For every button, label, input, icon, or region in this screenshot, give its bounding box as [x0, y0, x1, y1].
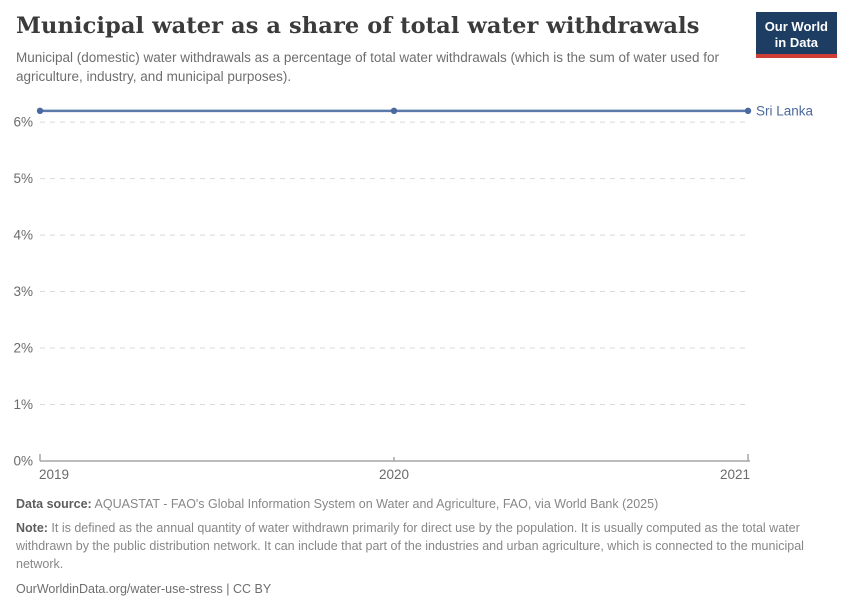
y-tick-label: 5%: [13, 171, 33, 186]
note-text: It is defined as the annual quantity of …: [16, 521, 804, 572]
y-tick-label: 1%: [13, 397, 33, 412]
note-label: Note:: [16, 521, 48, 536]
y-tick-label: 0%: [13, 454, 33, 469]
divider: |: [222, 581, 233, 596]
chart-canvas[interactable]: 0% 1% 2% 3% 4% 5% 6% 2019 2020 2021 Sri Lanka: [0, 95, 850, 495]
x-tick-label: 2021: [720, 467, 750, 482]
y-tick-label: 6%: [13, 115, 33, 130]
chart-subtitle: Municipal (domestic) water withdrawals a…: [16, 50, 720, 85]
license-label: CC BY: [232, 581, 272, 596]
y-tick-label: 2%: [13, 341, 33, 356]
owid-logo-line1: Our World: [764, 19, 828, 34]
page-title: Municipal water as a share of total wate…: [16, 13, 700, 39]
series-label: Sri Lanka: [756, 103, 814, 118]
data-point[interactable]: [744, 107, 752, 115]
data-source-label: Data source:: [16, 497, 92, 511]
chart-footer: Data source: AQUASTAT - FAO's Global Inf…: [16, 495, 836, 600]
data-source-line: Data source: AQUASTAT - FAO's Global Inf…: [16, 495, 836, 513]
x-tick-label: 2019: [39, 467, 69, 482]
y-tick-label: 4%: [13, 228, 33, 243]
note-line: Note: It is defined as the annual quanti…: [16, 519, 836, 573]
y-tick-label: 3%: [13, 284, 33, 299]
data-point[interactable]: [36, 107, 44, 115]
owid-logo-line2: in Data: [774, 34, 819, 50]
owid-logo: Our World in Data: [755, 12, 837, 59]
owid-url-link[interactable]: OurWorldinData.org/water-use-stress: [16, 581, 223, 596]
chart-header: Municipal water as a share of total wate…: [0, 0, 850, 86]
x-tick-label: 2020: [379, 467, 409, 482]
data-source-text: AQUASTAT - FAO's Global Information Syst…: [91, 497, 659, 511]
line-chart[interactable]: 0% 1% 2% 3% 4% 5% 6% 2019 2020 2021 Sri Lanka: [0, 95, 850, 495]
license-line: OurWorldinData.org/water-use-stress | CC…: [16, 580, 836, 598]
data-point[interactable]: [390, 107, 398, 115]
